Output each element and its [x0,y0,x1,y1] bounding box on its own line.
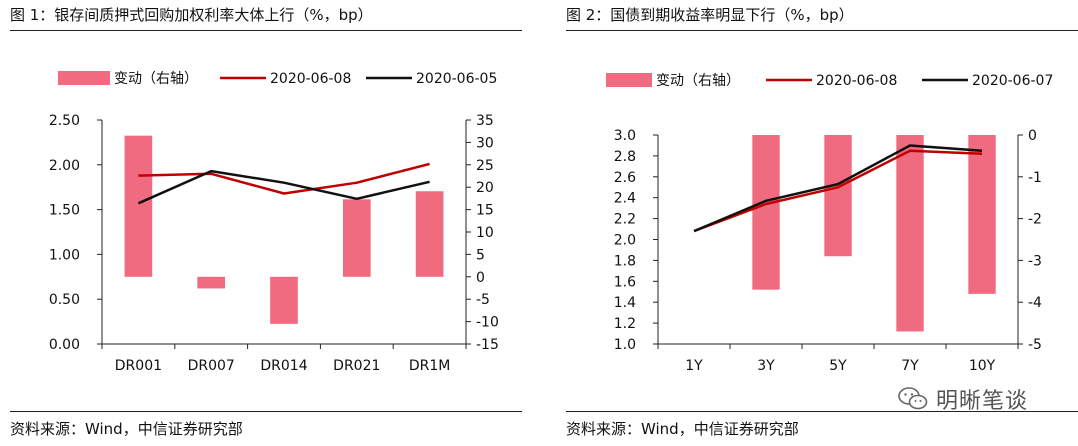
wechat-icon [898,387,928,410]
bar-change [752,135,780,290]
right-tick-label: -2 [1028,212,1042,228]
bar-change [896,135,924,332]
left-tick-label: 2.2 [614,212,636,228]
series-line [137,169,430,205]
left-tick-label: 3.0 [614,128,636,144]
legend-label: 2020-06-05 [416,71,497,87]
right-tick-label: 0 [476,270,485,286]
series-line [693,144,983,233]
x-tick-label: DR001 [115,358,162,374]
right-tick-label: 25 [476,158,494,174]
left-tick-label: 1.8 [614,253,636,269]
x-tick-label: DR014 [260,358,307,374]
legend-swatch-bar [58,71,110,85]
left-tick-label: 2.0 [614,233,636,249]
legend-label: 变动（右轴） [656,73,740,89]
left-tick-label: 1.50 [49,203,80,219]
chart-panel-right: 图 2：国债到期收益率明显下行（%，bp） 1.0 1.2 1.4 1.6 1.8 2.0… [566,0,1078,446]
watermark: 明晰笔谈 [898,383,1068,415]
right-tick-label: -10 [476,315,499,331]
source-divider [10,411,522,412]
x-tick-label: 10Y [969,358,996,374]
bar-change [968,135,996,294]
legend-label: 变动（右轴） [114,71,198,87]
left-tick-label: 1.6 [614,274,636,290]
legend-swatch-bar [606,73,652,87]
right-tick-label: -15 [476,337,499,353]
right-tick-label: 20 [476,180,494,196]
legend-label: 2020-06-08 [816,73,897,89]
bar-change [197,276,226,289]
x-tick-label: 5Y [829,358,847,374]
watermark-text: 明晰笔谈 [936,389,1029,414]
source-note: 资料来源：Wind，中信证券研究部 [10,420,243,438]
right-tick-label: 35 [476,113,494,129]
right-tick-label: -4 [1028,295,1042,311]
title-divider [10,30,522,31]
legend-label: 2020-06-07 [972,73,1053,89]
bar-change [342,199,371,277]
legend-label: 2020-06-08 [270,71,351,87]
left-tick-label: 2.4 [614,191,636,207]
title-divider [566,30,1078,31]
x-tick-label: 1Y [685,358,703,374]
left-tick-label: 2.00 [49,158,80,174]
right-tick-label: -5 [476,292,490,308]
bar-change [124,135,153,277]
source-divider [566,411,1078,412]
left-tick-label: 0.50 [49,292,80,308]
left-tick-label: 1.0 [614,337,636,353]
chart-title: 图 1：银存间质押式回购加权利率大体上行（%，bp） [10,6,373,24]
right-tick-label: 15 [476,203,494,219]
right-tick-label: 10 [476,225,494,241]
x-tick-label: DR007 [188,358,235,374]
series-line [138,162,430,195]
bar-change [415,191,444,277]
left-tick-label: 1.4 [614,295,636,311]
right-tick-label: 0 [1028,128,1037,144]
left-tick-label: 2.6 [614,170,636,186]
right-tick-label: -5 [1028,337,1042,353]
left-tick-label: 1.2 [614,316,636,332]
chart-right-svg: 1.0 1.2 1.4 1.6 1.8 2.0 2.2 2.4 2.6 2.8 3.0 -5 -4 -3 -… [606,73,1053,374]
source-note: 资料来源：Wind，中信证券研究部 [566,420,799,438]
series-line [693,149,983,233]
right-tick-label: -3 [1028,253,1042,269]
x-tick-label: 7Y [901,358,919,374]
left-tick-label: 0.00 [49,337,80,353]
left-tick-label: 2.50 [49,113,80,129]
left-tick-label: 1.00 [49,247,80,263]
chart-panel-left: 图 1：银存间质押式回购加权利率大体上行（%，bp） 0.00 0.50 1.00 1… [10,0,536,446]
x-tick-label: DR021 [333,358,380,374]
chart-left-svg: 0.00 0.50 1.00 1.50 2.00 2.50 -15 -10 -5 0 5 10 15 20… [49,71,499,374]
chart-title: 图 2：国债到期收益率明显下行（%，bp） [566,6,854,24]
right-tick-label: 5 [476,247,485,263]
bar-change [270,276,298,324]
left-tick-label: 2.8 [614,149,636,165]
bar-change [824,135,852,257]
x-tick-label: DR1M [409,358,451,374]
right-tick-label: 30 [476,135,494,151]
right-tick-label: -1 [1028,170,1042,186]
x-tick-label: 3Y [757,358,775,374]
